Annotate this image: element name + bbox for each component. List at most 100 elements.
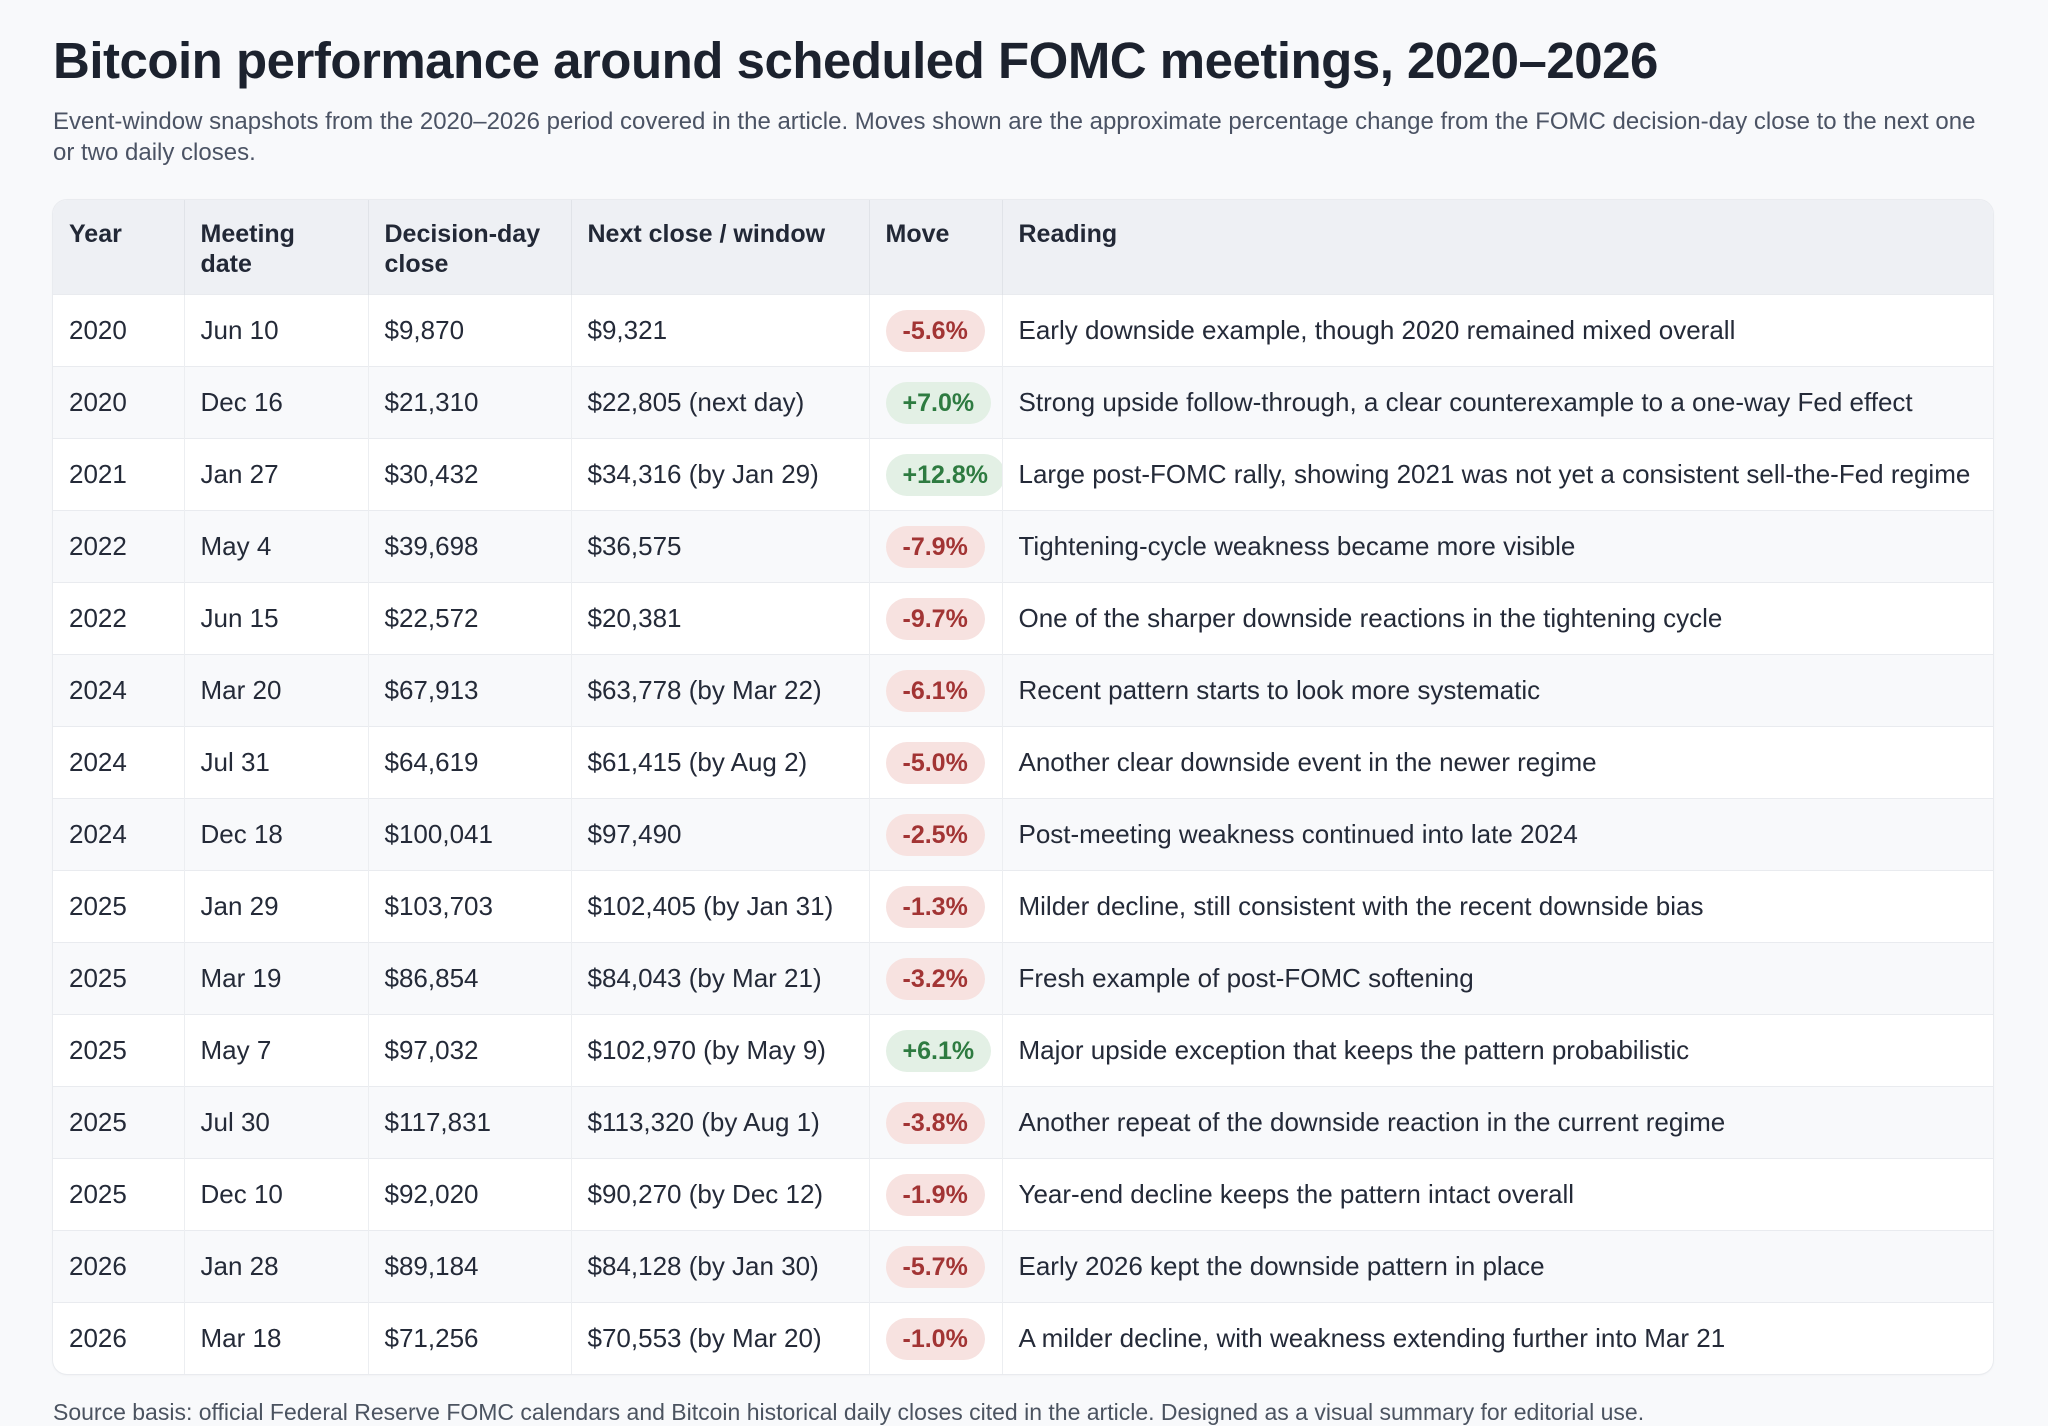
- next-close-cell: $22,805 (next day): [571, 366, 870, 439]
- year-cell: 2025: [53, 1086, 185, 1159]
- table-row: 2025 Dec 10 $92,020 $90,270 (by Dec 12) …: [53, 1158, 1993, 1231]
- table-row: 2025 Jan 29 $103,703 $102,405 (by Jan 31…: [53, 870, 1993, 943]
- year-cell: 2021: [53, 438, 185, 511]
- decision-close-cell: $92,020: [368, 1158, 572, 1231]
- move-badge: -1.3%: [885, 885, 985, 928]
- move-badge: -3.2%: [885, 957, 985, 1000]
- decision-close-cell: $30,432: [368, 438, 572, 511]
- move-cell: -9.7%: [869, 582, 1003, 655]
- column-header-next-close: Next close / window: [571, 200, 870, 295]
- table-row: 2020 Jun 10 $9,870 $9,321 -5.6% Early do…: [53, 294, 1993, 367]
- move-cell: -6.1%: [869, 654, 1003, 727]
- table-row: 2026 Mar 18 $71,256 $70,553 (by Mar 20) …: [53, 1302, 1993, 1374]
- reading-cell: Recent pattern starts to look more syste…: [1002, 654, 1993, 727]
- move-cell: -5.6%: [869, 294, 1003, 367]
- move-cell: -5.7%: [869, 1230, 1003, 1303]
- year-cell: 2025: [53, 1014, 185, 1087]
- reading-cell: Year-end decline keeps the pattern intac…: [1002, 1158, 1993, 1231]
- move-cell: -2.5%: [869, 798, 1003, 871]
- reading-cell: Post-meeting weakness continued into lat…: [1002, 798, 1993, 871]
- table-row: 2024 Mar 20 $67,913 $63,778 (by Mar 22) …: [53, 654, 1993, 727]
- move-badge: -6.1%: [885, 669, 985, 712]
- reading-cell: A milder decline, with weakness extendin…: [1002, 1302, 1993, 1374]
- decision-close-cell: $100,041: [368, 798, 572, 871]
- next-close-cell: $102,405 (by Jan 31): [571, 870, 870, 943]
- move-badge: -5.7%: [885, 1245, 985, 1288]
- table-row: 2024 Jul 31 $64,619 $61,415 (by Aug 2) -…: [53, 726, 1993, 799]
- move-cell: -1.0%: [869, 1302, 1003, 1374]
- column-header-meeting-date: Meeting date: [184, 200, 369, 295]
- next-close-cell: $61,415 (by Aug 2): [571, 726, 870, 799]
- reading-cell: Milder decline, still consistent with th…: [1002, 870, 1993, 943]
- column-header-decision-close: Decision-day close: [368, 200, 572, 295]
- year-cell: 2022: [53, 510, 185, 583]
- decision-close-cell: $9,870: [368, 294, 572, 367]
- next-close-cell: $84,128 (by Jan 30): [571, 1230, 870, 1303]
- column-header-move: Move: [869, 200, 1003, 295]
- decision-close-cell: $64,619: [368, 726, 572, 799]
- source-note: Source basis: official Federal Reserve F…: [53, 1399, 1645, 1425]
- page-title: Bitcoin performance around scheduled FOM…: [53, 32, 1658, 89]
- decision-close-cell: $39,698: [368, 510, 572, 583]
- year-cell: 2025: [53, 1158, 185, 1231]
- year-cell: 2020: [53, 366, 185, 439]
- meeting-date-cell: May 4: [184, 510, 369, 583]
- column-header-year: Year: [53, 200, 185, 295]
- table-row: 2025 Jul 30 $117,831 $113,320 (by Aug 1)…: [53, 1086, 1993, 1159]
- year-cell: 2025: [53, 942, 185, 1015]
- move-badge: -5.6%: [885, 309, 985, 352]
- decision-close-cell: $67,913: [368, 654, 572, 727]
- reading-cell: Early 2026 kept the downside pattern in …: [1002, 1230, 1993, 1303]
- move-badge: -5.0%: [885, 741, 985, 784]
- reading-cell: Large post-FOMC rally, showing 2021 was …: [1002, 438, 1993, 511]
- move-cell: +6.1%: [869, 1014, 1003, 1087]
- column-header-reading: Reading: [1002, 200, 1993, 295]
- meeting-date-cell: Mar 19: [184, 942, 369, 1015]
- next-close-cell: $63,778 (by Mar 22): [571, 654, 870, 727]
- move-badge: -1.0%: [885, 1317, 985, 1360]
- table-row: 2020 Dec 16 $21,310 $22,805 (next day) +…: [53, 366, 1993, 439]
- next-close-cell: $90,270 (by Dec 12): [571, 1158, 870, 1231]
- year-cell: 2020: [53, 294, 185, 367]
- move-badge: -3.8%: [885, 1101, 985, 1144]
- move-badge: +6.1%: [885, 1029, 992, 1072]
- decision-close-cell: $86,854: [368, 942, 572, 1015]
- move-cell: +12.8%: [869, 438, 1003, 511]
- move-cell: -3.2%: [869, 942, 1003, 1015]
- meeting-date-cell: Mar 20: [184, 654, 369, 727]
- next-close-cell: $102,970 (by May 9): [571, 1014, 870, 1087]
- move-badge: -2.5%: [885, 813, 985, 856]
- decision-close-cell: $97,032: [368, 1014, 572, 1087]
- decision-close-cell: $71,256: [368, 1302, 572, 1374]
- fomc-table: Year Meeting date Decision-day close Nex…: [53, 200, 1993, 1374]
- move-cell: -7.9%: [869, 510, 1003, 583]
- header-row: Year Meeting date Decision-day close Nex…: [53, 200, 1993, 295]
- reading-cell: Fresh example of post-FOMC softening: [1002, 942, 1993, 1015]
- decision-close-cell: $89,184: [368, 1230, 572, 1303]
- year-cell: 2024: [53, 726, 185, 799]
- meeting-date-cell: Jan 27: [184, 438, 369, 511]
- meeting-date-cell: Dec 18: [184, 798, 369, 871]
- year-cell: 2024: [53, 798, 185, 871]
- table-row: 2026 Jan 28 $89,184 $84,128 (by Jan 30) …: [53, 1230, 1993, 1303]
- next-close-cell: $97,490: [571, 798, 870, 871]
- meeting-date-cell: Jun 15: [184, 582, 369, 655]
- table-row: 2024 Dec 18 $100,041 $97,490 -2.5% Post-…: [53, 798, 1993, 871]
- move-cell: -1.3%: [869, 870, 1003, 943]
- next-close-cell: $36,575: [571, 510, 870, 583]
- next-close-cell: $113,320 (by Aug 1): [571, 1086, 870, 1159]
- table-body: 2020 Jun 10 $9,870 $9,321 -5.6% Early do…: [53, 294, 1993, 1374]
- reading-cell: One of the sharper downside reactions in…: [1002, 582, 1993, 655]
- year-cell: 2022: [53, 582, 185, 655]
- decision-close-cell: $21,310: [368, 366, 572, 439]
- table-row: 2022 May 4 $39,698 $36,575 -7.9% Tighten…: [53, 510, 1993, 583]
- reading-cell: Early downside example, though 2020 rema…: [1002, 294, 1993, 367]
- meeting-date-cell: May 7: [184, 1014, 369, 1087]
- page-subtitle: Event-window snapshots from the 2020–202…: [53, 108, 1976, 166]
- meeting-date-cell: Dec 16: [184, 366, 369, 439]
- year-cell: 2025: [53, 870, 185, 943]
- meeting-date-cell: Jan 29: [184, 870, 369, 943]
- move-badge: -1.9%: [885, 1173, 985, 1216]
- next-close-cell: $70,553 (by Mar 20): [571, 1302, 870, 1374]
